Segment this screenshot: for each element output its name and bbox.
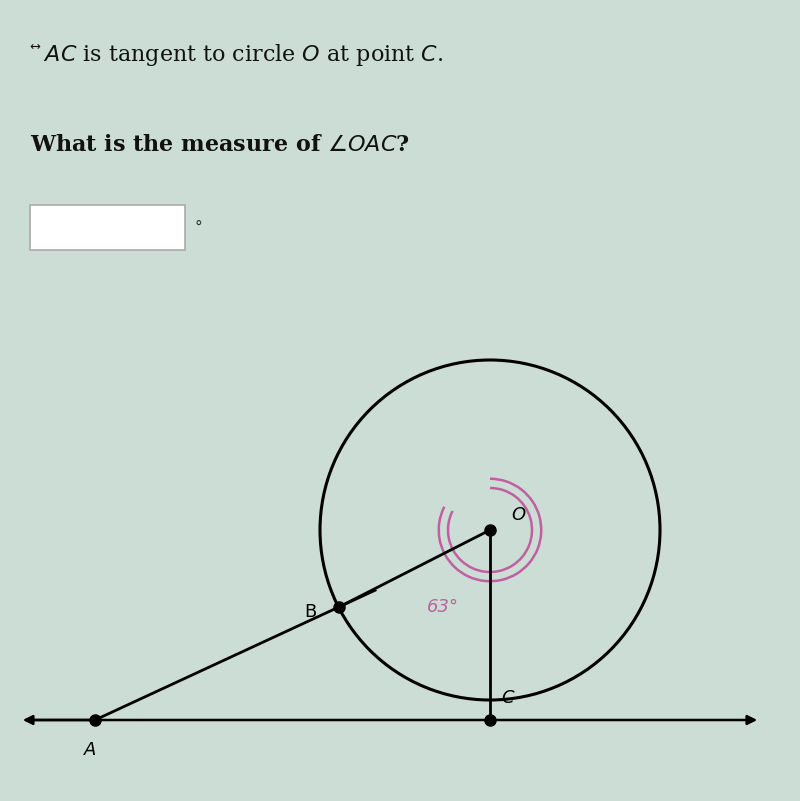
FancyBboxPatch shape bbox=[30, 205, 185, 250]
Text: °: ° bbox=[195, 220, 202, 235]
Text: $\overleftrightarrow{AC}$ is tangent to circle $O$ at point $C$.: $\overleftrightarrow{AC}$ is tangent to … bbox=[30, 42, 443, 68]
Text: B: B bbox=[305, 603, 317, 622]
Text: What is the measure of $\angle OAC$?: What is the measure of $\angle OAC$? bbox=[30, 134, 410, 156]
Text: C: C bbox=[502, 689, 514, 707]
Text: A: A bbox=[84, 741, 96, 759]
Text: O: O bbox=[511, 506, 525, 524]
Text: 63°: 63° bbox=[427, 598, 459, 616]
